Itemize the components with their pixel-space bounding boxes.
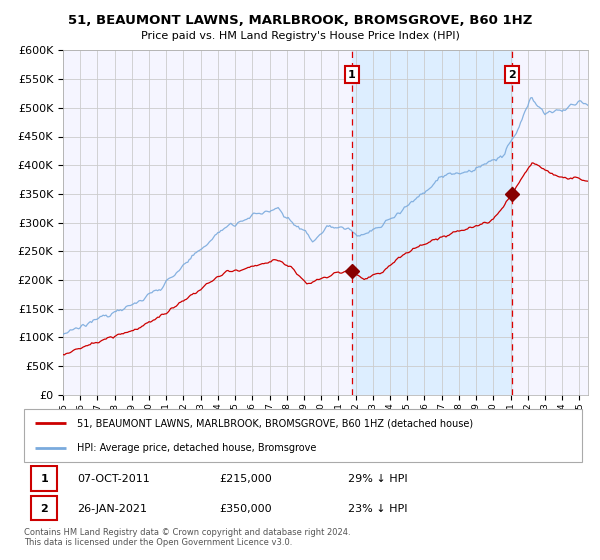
Text: 51, BEAUMONT LAWNS, MARLBROOK, BROMSGROVE, B60 1HZ (detached house): 51, BEAUMONT LAWNS, MARLBROOK, BROMSGROV… [77,418,473,428]
Text: £350,000: £350,000 [220,503,272,514]
Text: 2: 2 [508,69,515,80]
FancyBboxPatch shape [24,409,582,462]
Text: Price paid vs. HM Land Registry's House Price Index (HPI): Price paid vs. HM Land Registry's House … [140,31,460,41]
Text: 2: 2 [40,503,48,514]
Bar [352,50,512,395]
Text: 51, BEAUMONT LAWNS, MARLBROOK, BROMSGROVE, B60 1HZ: 51, BEAUMONT LAWNS, MARLBROOK, BROMSGROV… [68,14,532,27]
Text: Contains HM Land Registry data © Crown copyright and database right 2024.
This d: Contains HM Land Registry data © Crown c… [24,528,350,547]
Text: 1: 1 [40,474,48,484]
Text: 29% ↓ HPI: 29% ↓ HPI [347,474,407,484]
Text: 26-JAN-2021: 26-JAN-2021 [77,503,147,514]
FancyBboxPatch shape [31,466,58,491]
Text: HPI: Average price, detached house, Bromsgrove: HPI: Average price, detached house, Brom… [77,442,316,452]
Text: 1: 1 [348,69,356,80]
Text: 07-OCT-2011: 07-OCT-2011 [77,474,150,484]
Text: £215,000: £215,000 [220,474,272,484]
FancyBboxPatch shape [31,496,58,520]
Text: 23% ↓ HPI: 23% ↓ HPI [347,503,407,514]
